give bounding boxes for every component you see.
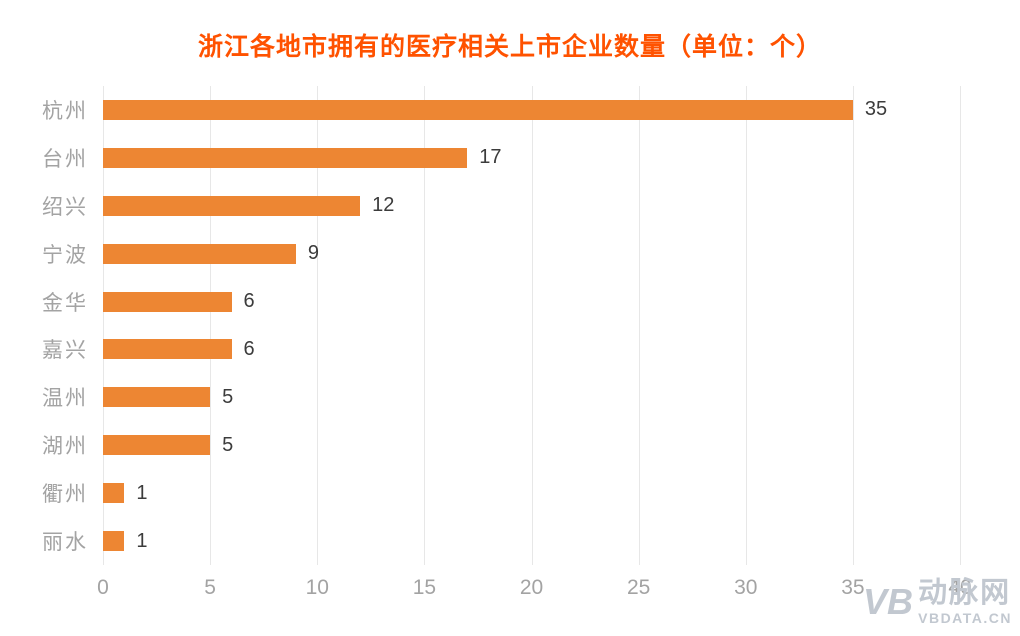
bar-row: 9 [103, 230, 960, 278]
watermark-text: 动脉网 VBDATA.CN [918, 576, 1012, 626]
category-label: 杭州 [42, 99, 88, 123]
x-tick-label: 15 [412, 576, 437, 599]
gridline [638, 86, 640, 565]
bar-row: 1 [103, 517, 960, 565]
bar-rows: 35 17 12 9 6 6 5 5 1 1 [103, 86, 960, 565]
gridline [210, 86, 212, 565]
bar [103, 147, 468, 168]
watermark-site: VBDATA.CN [918, 610, 1012, 626]
value-label: 6 [243, 290, 255, 313]
value-label: 6 [243, 337, 255, 360]
x-tick-label: 5 [204, 576, 216, 599]
value-label: 5 [222, 433, 234, 456]
value-label: 35 [864, 98, 888, 121]
gridline [103, 86, 104, 565]
vbdata-logo-icon: VB [863, 581, 913, 622]
x-tick-label: 30 [734, 576, 758, 599]
x-tick-label: 10 [305, 576, 329, 599]
category-label: 绍兴 [42, 195, 88, 219]
value-label: 5 [222, 385, 234, 408]
vbdata-logo-text: VB [863, 581, 913, 622]
category-label: 台州 [42, 147, 88, 171]
bar-row: 1 [103, 469, 960, 517]
x-tick-label: 35 [841, 576, 865, 599]
bar-row: 17 [103, 134, 960, 182]
value-label: 12 [372, 194, 395, 217]
category-label: 丽水 [42, 531, 88, 555]
category-label: 湖州 [42, 435, 88, 459]
plot-area: 35 17 12 9 6 6 5 5 1 1 [103, 86, 961, 565]
gridline [960, 86, 961, 565]
value-label: 1 [136, 529, 148, 552]
bar [103, 483, 125, 504]
gridlines [103, 86, 961, 565]
bar-row: 6 [103, 278, 960, 326]
value-label: 9 [307, 242, 319, 265]
bar-row: 35 [103, 86, 960, 134]
watermark: VB 动脉网 VBDATA.CN [863, 576, 1012, 626]
category-label: 衢州 [42, 483, 88, 507]
gridline [317, 86, 319, 565]
bar [103, 243, 296, 264]
category-label: 宁波 [42, 243, 88, 267]
gridline [424, 86, 426, 565]
watermark-name: 动脉网 [918, 576, 1012, 609]
bar [103, 387, 211, 408]
x-axis-tick-labels: 0 5 10 15 20 25 30 35 40 [97, 576, 972, 604]
category-label: 温州 [42, 387, 88, 411]
x-tick-label: 0 [97, 576, 109, 599]
x-tick-label: 20 [519, 576, 544, 599]
bar [103, 339, 232, 360]
bar [103, 195, 361, 216]
gridline [745, 86, 747, 565]
bar-row: 6 [103, 326, 960, 374]
value-label: 1 [136, 481, 148, 504]
x-tick-label: 40 [948, 576, 972, 599]
category-label: 金华 [42, 291, 88, 315]
bar-row: 12 [103, 182, 960, 230]
bar [103, 531, 125, 552]
chart-title: 浙江各地市拥有的医疗相关上市企业数量（单位：个） [197, 33, 822, 61]
x-tick-label: 25 [626, 576, 651, 599]
bar-row: 5 [103, 421, 960, 469]
gridline [852, 86, 854, 565]
y-axis-category-labels: 杭州台州绍兴宁波金华嘉兴温州湖州衢州丽水 [0, 86, 88, 565]
bar-row: 5 [103, 373, 960, 421]
bar [103, 435, 211, 456]
value-label: 17 [479, 146, 502, 169]
category-label: 嘉兴 [42, 339, 88, 363]
gridline [531, 86, 533, 565]
bar [103, 99, 853, 120]
bar [103, 291, 232, 312]
